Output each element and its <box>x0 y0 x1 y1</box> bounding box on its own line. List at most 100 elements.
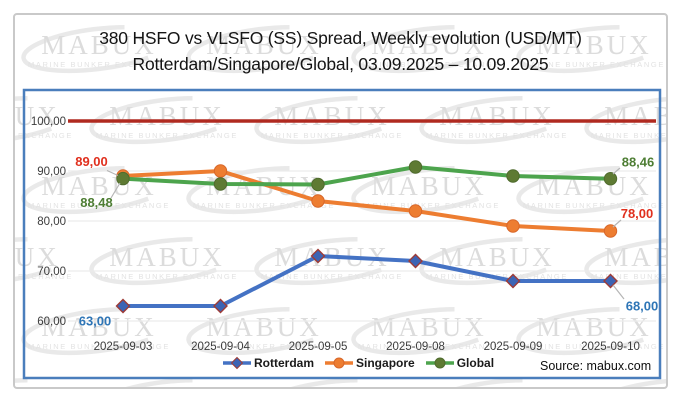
svg-text:MABUX: MABUX <box>371 171 487 201</box>
marker-global <box>603 172 618 186</box>
marker-rotterdam <box>213 298 228 314</box>
marker-global <box>116 171 130 186</box>
marker-rotterdam <box>115 298 131 314</box>
svg-text:MABUX: MABUX <box>274 383 390 390</box>
source-label: Source: mabux.com <box>540 359 652 373</box>
marker-global <box>213 177 228 191</box>
svg-text:MARINE BUNKER EXCHANGE: MARINE BUNKER EXCHANGE <box>591 272 668 281</box>
svg-text:MARINE BUNKER EXCHANGE: MARINE BUNKER EXCHANGE <box>96 131 238 140</box>
svg-text:MABUX: MABUX <box>13 101 60 131</box>
svg-text:MARINE BUNKER EXCHANGE: MARINE BUNKER EXCHANGE <box>193 201 335 210</box>
svg-text:MABUX: MABUX <box>274 101 390 131</box>
svg-text:MARINE BUNKER EXCHANGE: MARINE BUNKER EXCHANGE <box>28 342 170 351</box>
svg-text:MABUX: MABUX <box>439 383 555 390</box>
svg-text:MABUX: MABUX <box>604 101 668 131</box>
svg-text:MARINE BUNKER EXCHANGE: MARINE BUNKER EXCHANGE <box>591 131 668 140</box>
svg-text:MARINE BUNKER EXCHANGE: MARINE BUNKER EXCHANGE <box>193 60 335 69</box>
svg-text:MARINE BUNKER EXCHANGE: MARINE BUNKER EXCHANGE <box>523 201 665 210</box>
svg-text:MABUX: MABUX <box>604 383 668 390</box>
svg-text:MABUX: MABUX <box>536 30 652 60</box>
svg-text:MARINE BUNKER EXCHANGE: MARINE BUNKER EXCHANGE <box>358 201 500 210</box>
x-axis-tick: 2025-09-04 <box>191 341 250 353</box>
x-axis-tick: 2025-09-09 <box>484 341 543 353</box>
svg-text:MARINE BUNKER EXCHANGE: MARINE BUNKER EXCHANGE <box>426 131 568 140</box>
legend: Rotterdam Singapore Global <box>222 356 494 370</box>
legend-item-global: Global <box>425 356 494 370</box>
svg-text:MARINE BUNKER EXCHANGE: MARINE BUNKER EXCHANGE <box>28 201 170 210</box>
marker-rotterdam <box>603 273 618 289</box>
plot-border <box>22 88 662 380</box>
label-leader <box>612 167 621 175</box>
svg-text:MARINE BUNKER EXCHANGE: MARINE BUNKER EXCHANGE <box>523 60 665 69</box>
svg-text:MABUX: MABUX <box>439 101 555 131</box>
svg-text:MABUX: MABUX <box>13 383 60 390</box>
series-line-rotterdam <box>121 254 613 308</box>
series-line-global <box>121 165 613 187</box>
marker-singapore <box>603 224 618 238</box>
svg-text:MARINE BUNKER EXCHANGE: MARINE BUNKER EXCHANGE <box>523 342 665 351</box>
marker-global <box>311 177 325 192</box>
svg-text:MARINE BUNKER EXCHANGE: MARINE BUNKER EXCHANGE <box>358 342 500 351</box>
marker-singapore <box>311 194 325 208</box>
marker-rotterdam <box>310 248 326 264</box>
legend-label-singapore: Singapore <box>356 356 415 370</box>
chart-title: 380 HSFO vs VLSFO (SS) Spread, Weekly ev… <box>99 28 582 48</box>
marker-singapore <box>408 204 423 218</box>
x-axis-tick: 2025-09-05 <box>289 341 348 353</box>
data-label-rotterdam: 68,00 <box>626 299 659 314</box>
svg-text:MABUX: MABUX <box>371 312 487 342</box>
svg-text:MABUX: MABUX <box>604 242 668 272</box>
chart-title-block: 380 HSFO vs VLSFO (SS) Spread, Weekly ev… <box>0 25 681 77</box>
svg-text:MABUX: MABUX <box>536 312 652 342</box>
marker-rotterdam <box>505 273 521 289</box>
x-axis-tick: 2025-09-10 <box>581 341 640 353</box>
chart-subtitle: Rotterdam/Singapore/Global, 03.09.2025 –… <box>132 54 549 74</box>
label-leader <box>612 219 622 228</box>
y-axis-tick: 60,00 <box>37 316 66 328</box>
legend-marker-singapore-icon <box>325 357 354 369</box>
svg-text:MARINE BUNKER EXCHANGE: MARINE BUNKER EXCHANGE <box>13 131 73 140</box>
x-axis-tick: 2025-09-08 <box>386 341 445 353</box>
svg-text:MABUX: MABUX <box>109 242 225 272</box>
marker-singapore <box>506 219 520 233</box>
label-leader <box>110 182 121 199</box>
watermark-layer: MABUX MARINE BUNKER EXCHANGE MABUX MARINE B… <box>15 15 666 387</box>
legend-item-singapore: Singapore <box>324 356 415 370</box>
svg-text:MABUX: MABUX <box>41 312 157 342</box>
data-label-singapore: 89,00 <box>75 154 108 169</box>
data-label-global: 88,48 <box>80 195 113 210</box>
y-axis-tick: 70,00 <box>37 266 66 278</box>
svg-text:MARINE BUNKER EXCHANGE: MARINE BUNKER EXCHANGE <box>13 272 73 281</box>
legend-label-global: Global <box>456 356 495 370</box>
marker-global <box>408 160 423 174</box>
svg-text:MARINE BUNKER EXCHANGE: MARINE BUNKER EXCHANGE <box>261 131 403 140</box>
svg-text:MABUX: MABUX <box>206 30 322 60</box>
svg-text:MABUX: MABUX <box>206 312 322 342</box>
chart-frame: MABUX MARINE BUNKER EXCHANGE MABUX MARINE B… <box>13 13 668 389</box>
legend-item-rotterdam: Rotterdam <box>222 356 314 370</box>
y-axis-tick: 90,00 <box>37 166 66 178</box>
svg-text:MARINE BUNKER EXCHANGE: MARINE BUNKER EXCHANGE <box>193 342 335 351</box>
svg-text:MABUX: MABUX <box>109 383 225 390</box>
x-axis-tick: 2025-09-03 <box>94 341 153 353</box>
svg-text:MARINE BUNKER EXCHANGE: MARINE BUNKER EXCHANGE <box>358 60 500 69</box>
label-leader <box>612 284 625 300</box>
